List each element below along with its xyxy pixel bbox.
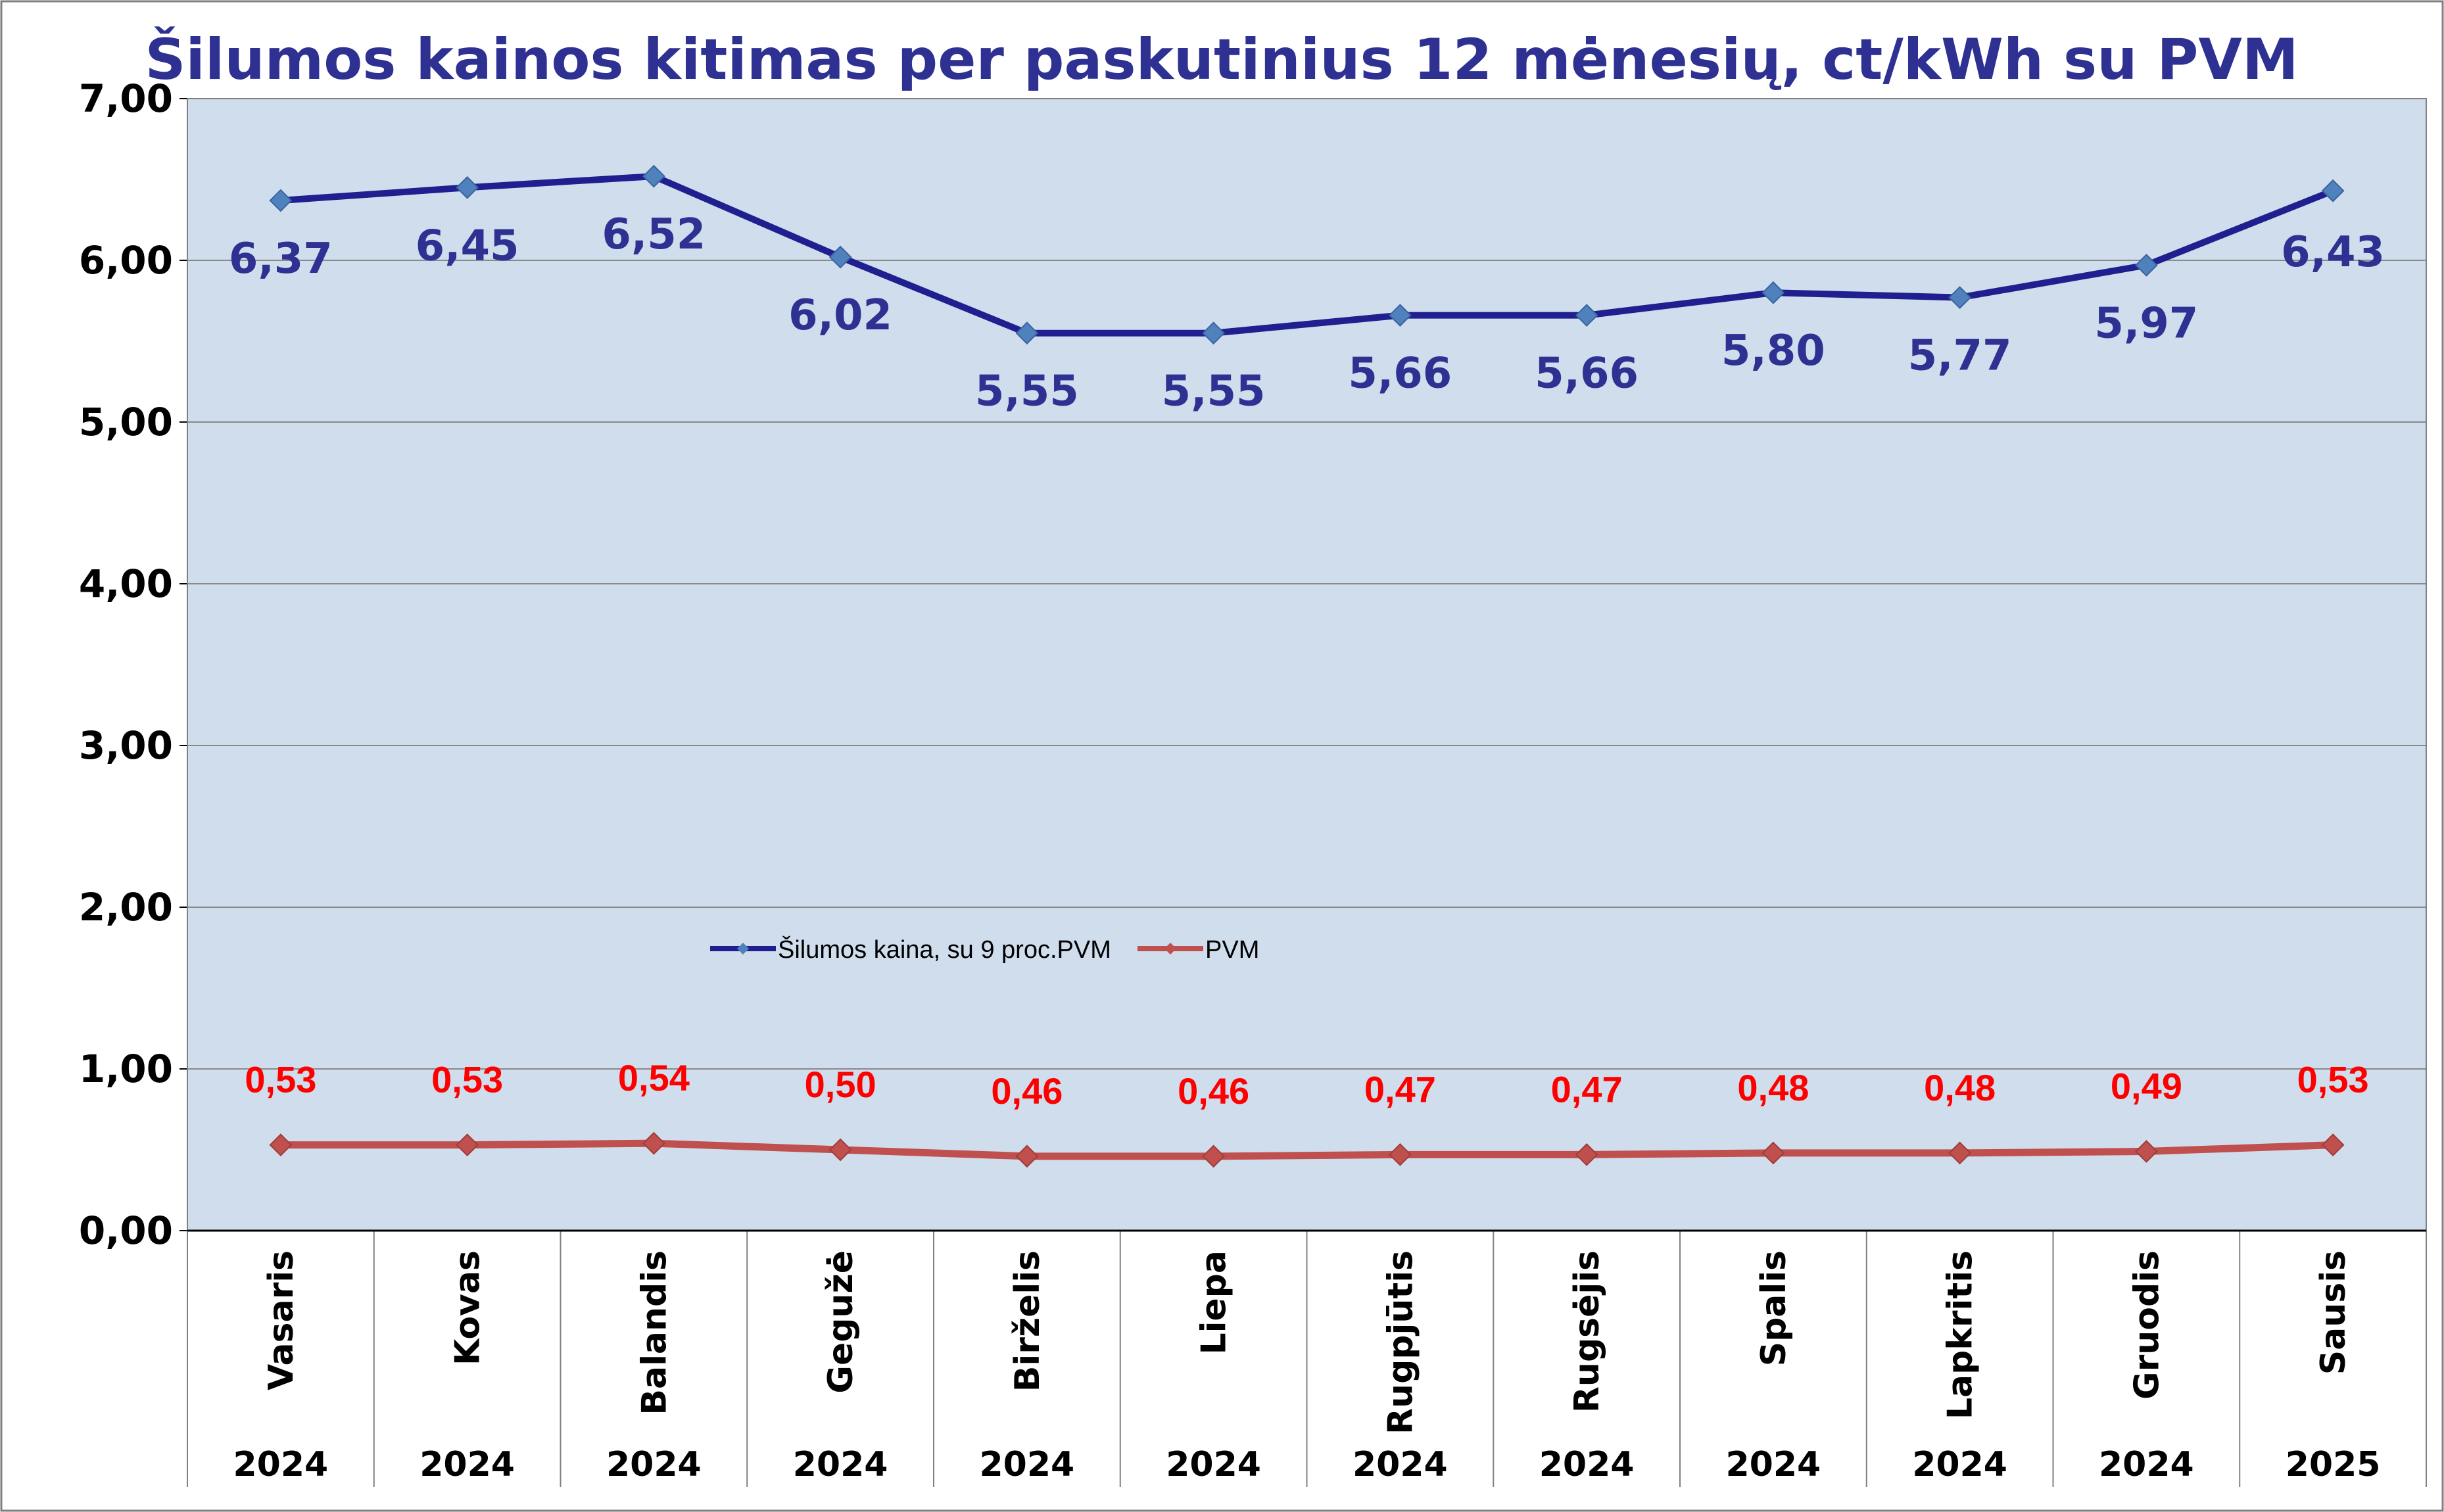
x-year-label: 2024 (1726, 1445, 1821, 1484)
series-line-heat-price (277, 173, 2337, 337)
data-label-heat-price: 6,37 (229, 235, 333, 283)
data-label-heat-price: 6,45 (416, 222, 519, 270)
y-tick-label: 2,00 (79, 885, 173, 930)
data-label-heat-price: 5,66 (1535, 350, 1639, 398)
y-tick-label: 1,00 (79, 1047, 173, 1091)
data-label-vat: 0,49 (2111, 1065, 2182, 1106)
y-tick-label: 4,00 (79, 561, 173, 606)
data-label-heat-price: 6,43 (2281, 228, 2385, 277)
legend-label-vat: PVM (1205, 936, 1259, 964)
data-label-vat: 0,53 (431, 1059, 503, 1100)
x-tick-label: Rugpjūtis (1381, 1250, 1420, 1434)
data-label-vat: 0,54 (618, 1057, 690, 1099)
data-label-heat-price: 6,02 (788, 291, 892, 340)
point-vat (456, 1133, 479, 1157)
x-tick-label: Vasaris (262, 1250, 301, 1390)
x-year-label: 2024 (980, 1445, 1075, 1484)
data-label-vat: 0,48 (1924, 1067, 1996, 1108)
x-year-label: 2024 (233, 1445, 329, 1484)
point-heat-price (2321, 179, 2345, 202)
point-heat-price (1761, 281, 1785, 304)
data-label-heat-price: 6,52 (602, 210, 706, 259)
x-year-label: 2024 (1539, 1445, 1635, 1484)
data-label-vat: 0,53 (245, 1059, 316, 1100)
data-label-vat: 0,50 (805, 1064, 876, 1105)
point-vat (269, 1133, 293, 1157)
x-tick-label: Liepa (1195, 1250, 1234, 1355)
series-line-vat (277, 1139, 2337, 1160)
data-label-vat: 0,47 (1551, 1068, 1623, 1110)
x-tick-label: Spalis (1754, 1250, 1794, 1366)
y-tick-label: 0,00 (79, 1208, 173, 1253)
legend: Šilumos kaina, su 9 proc.PVM PVM (710, 935, 1259, 964)
point-heat-price (1202, 321, 1226, 345)
point-heat-price (1575, 304, 1598, 327)
point-vat (2321, 1133, 2345, 1157)
data-label-vat: 0,53 (2297, 1059, 2369, 1100)
point-heat-price (828, 245, 852, 269)
x-tick-label: Rugsėjis (1568, 1250, 1607, 1413)
data-label-vat: 0,47 (1364, 1068, 1436, 1110)
x-year-label: 2024 (793, 1445, 888, 1484)
plot-area (187, 99, 2426, 1231)
x-tick-label: Birželis (1008, 1250, 1047, 1392)
data-label-heat-price: 5,77 (1908, 332, 2012, 381)
point-heat-price (269, 189, 293, 212)
legend-label-heat-price: Šilumos kaina, su 9 proc.PVM (778, 935, 1111, 964)
data-label-heat-price: 5,55 (975, 367, 1079, 416)
x-tick-label: Gruodis (2127, 1250, 2167, 1400)
data-label-heat-price: 5,55 (1162, 367, 1266, 416)
x-year-label: 2024 (606, 1445, 702, 1484)
legend-marker-vat (1164, 943, 1176, 955)
point-vat (1388, 1143, 1412, 1166)
x-tick-label: Kovas (448, 1250, 488, 1365)
x-year-label: 2024 (1353, 1445, 1448, 1484)
point-heat-price (456, 176, 479, 199)
data-label-vat: 0,46 (1178, 1070, 1249, 1112)
point-heat-price (642, 164, 665, 188)
point-vat (1575, 1143, 1598, 1166)
data-label-heat-price: 5,97 (2094, 299, 2198, 348)
x-year-label: 2025 (2286, 1445, 2381, 1484)
point-heat-price (1388, 304, 1412, 327)
x-year-label: 2024 (419, 1445, 515, 1484)
point-vat (828, 1138, 852, 1162)
x-tick-label: Balandis (635, 1250, 674, 1415)
y-tick-label: 7,00 (79, 76, 173, 121)
data-label-heat-price: 5,66 (1348, 350, 1452, 398)
point-heat-price (1015, 321, 1039, 345)
data-label-vat: 0,46 (991, 1070, 1063, 1112)
x-year-label: 2024 (2099, 1445, 2194, 1484)
point-vat (1015, 1145, 1039, 1168)
y-tick-label: 5,00 (79, 400, 173, 444)
chart-title: Šilumos kainos kitimas per paskutinius 1… (145, 26, 2298, 93)
point-vat (1202, 1145, 1226, 1168)
data-label-vat: 0,48 (1737, 1067, 1809, 1108)
data-label-heat-price: 5,80 (1721, 327, 1825, 375)
point-vat (1948, 1141, 1972, 1165)
x-tick-label: Sausis (2314, 1250, 2353, 1375)
point-vat (642, 1131, 665, 1155)
legend-marker-heat-price (737, 943, 749, 955)
point-vat (2134, 1140, 2158, 1163)
point-heat-price (2134, 253, 2158, 277)
x-tick-label: Lapkritis (1941, 1250, 1980, 1419)
x-year-label: 2024 (1166, 1445, 1261, 1484)
x-year-label: 2024 (1912, 1445, 2007, 1484)
y-tick-label: 6,00 (79, 238, 173, 283)
x-tick-label: Gegužė (821, 1250, 861, 1394)
point-heat-price (1948, 286, 1972, 309)
point-vat (1761, 1141, 1785, 1165)
y-tick-label: 3,00 (79, 723, 173, 768)
